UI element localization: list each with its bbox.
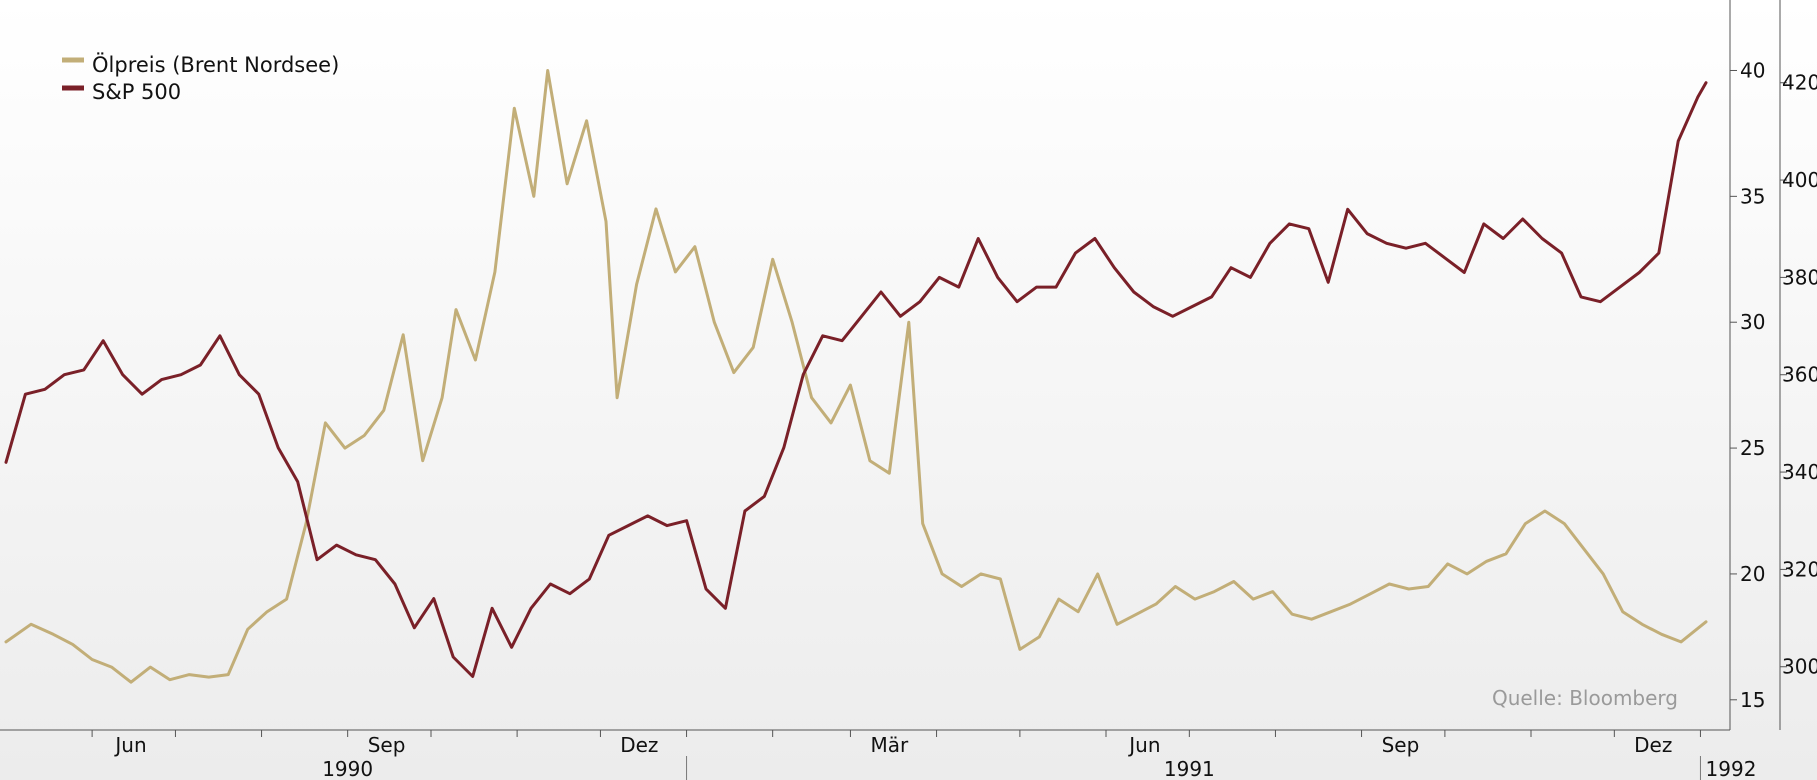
y-outer-tick-label: 340: [1782, 460, 1817, 484]
y-outer-tick-label: 300: [1782, 655, 1817, 679]
x-year-label: 1990: [322, 757, 373, 780]
x-tick-label: Dez: [620, 733, 658, 757]
x-year-label: 1992: [1706, 757, 1757, 780]
y-right-tick-label: 20: [1740, 562, 1765, 586]
y-outer-tick-label: 320: [1782, 557, 1817, 581]
x-tick-label: Jun: [1127, 733, 1160, 757]
legend-label-oil: Ölpreis (Brent Nordsee): [92, 52, 339, 77]
x-tick-label: Dez: [1634, 733, 1672, 757]
source-label: Quelle: Bloomberg: [1492, 686, 1678, 710]
x-year-label: 1991: [1164, 757, 1215, 780]
y-outer-tick-label: 380: [1782, 265, 1817, 289]
series-line-oil: [4, 69, 1708, 684]
x-tick-label: Sep: [368, 733, 406, 757]
y-right-tick-label: 15: [1740, 688, 1765, 712]
legend: Ölpreis (Brent Nordsee) S&P 500: [62, 52, 339, 104]
y-outer-tick-label: 360: [1782, 363, 1817, 387]
y-right-tick-label: 40: [1740, 58, 1765, 82]
x-tick-label: Mär: [870, 733, 909, 757]
x-tick-label: Sep: [1382, 733, 1420, 757]
y-right-tick-label: 35: [1740, 184, 1765, 208]
series-line-sp500: [4, 81, 1708, 678]
series-group: [4, 69, 1708, 684]
legend-label-sp500: S&P 500: [92, 80, 181, 104]
x-tick-label: Jun: [113, 733, 146, 757]
y-right-tick-label: 30: [1740, 310, 1765, 334]
y-right-tick-label: 25: [1740, 436, 1765, 460]
y-outer-tick-label: 400: [1782, 168, 1817, 192]
y-outer-tick-label: 420: [1782, 71, 1817, 95]
